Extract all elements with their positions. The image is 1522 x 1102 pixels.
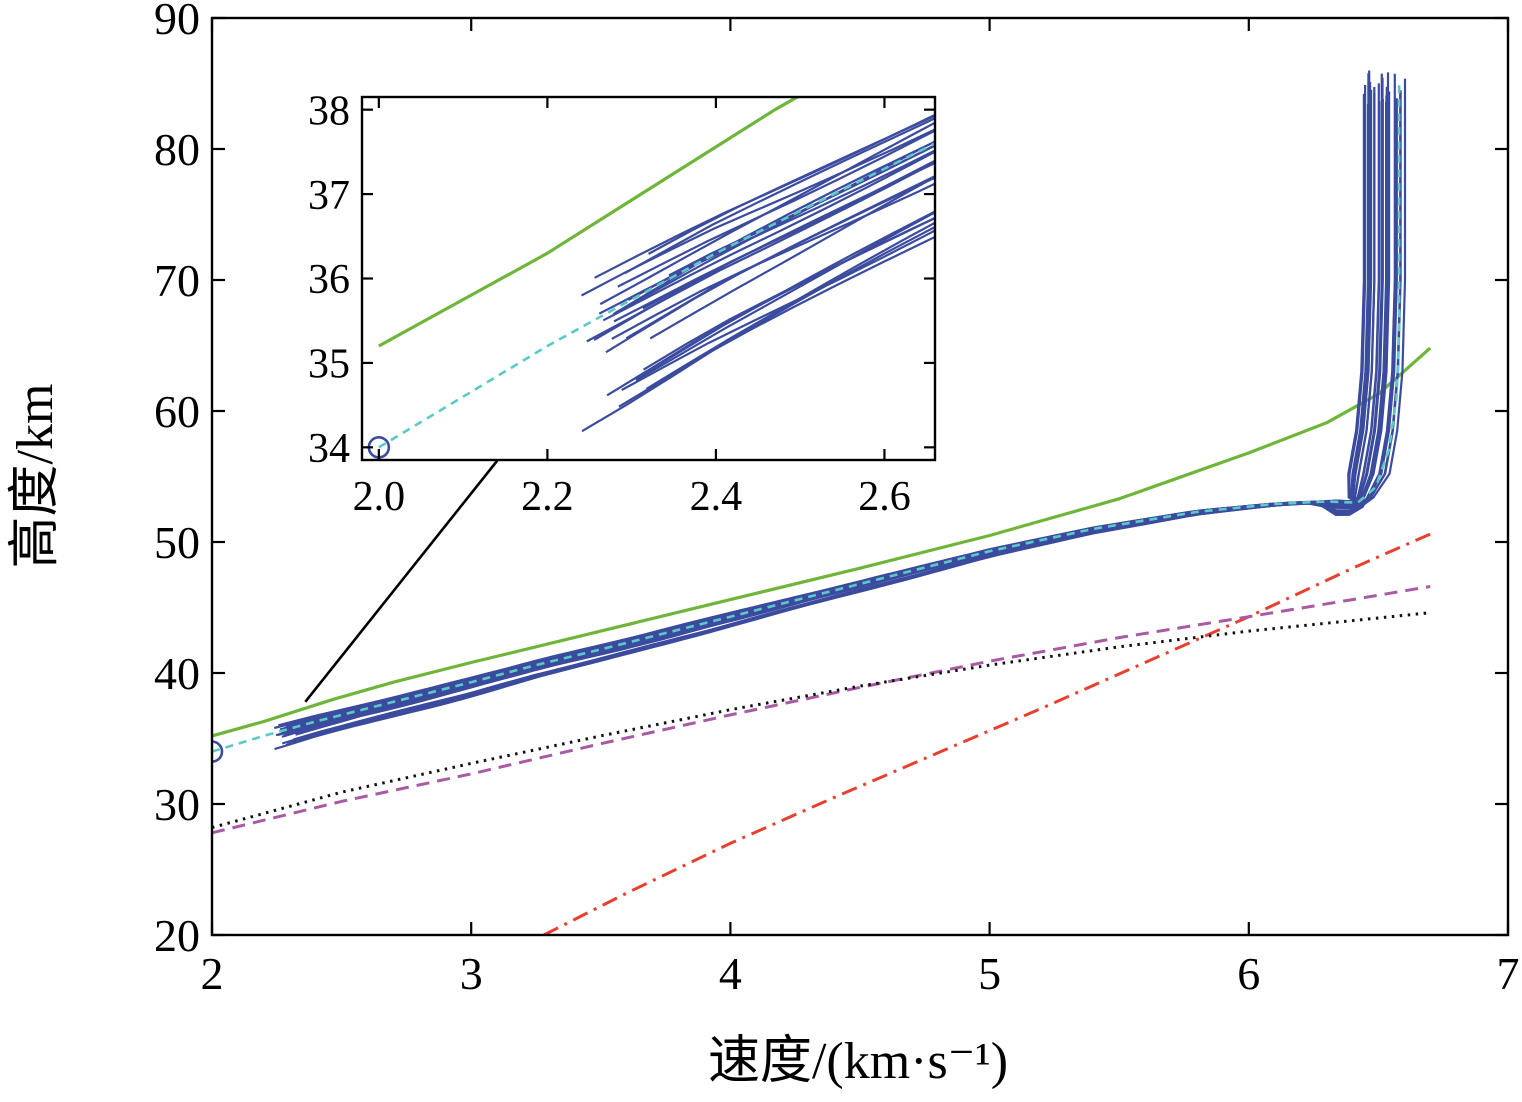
series-green-boundary: [212, 346, 1432, 738]
initial-point-marker: [212, 740, 224, 763]
inset-y-tick-label: 36: [308, 257, 350, 303]
inset-y-tick-label: 34: [308, 426, 350, 472]
inset-y-tick-label: 38: [308, 88, 350, 134]
main-x-tick-label: 3: [460, 948, 483, 999]
main-y-tick-label: 20: [154, 910, 200, 961]
inset-x-tick-label: 2.6: [858, 474, 911, 520]
y-axis-label: 高度/km: [7, 384, 64, 569]
series-purple-dashed: [212, 585, 1431, 835]
main-y-tick-label: 40: [154, 648, 200, 699]
main-axes-box: [210, 16, 1510, 937]
series-red-dashdot: [1457, 0, 1522, 1102]
main-x-tick-label: 4: [719, 948, 742, 999]
x-axis-label: 速度/(km·s⁻¹): [708, 1033, 1008, 1090]
main-x-tick-label: 6: [1237, 948, 1260, 999]
inset-x-tick-label: 2.0: [353, 474, 406, 520]
inset-x-tick-label: 2.4: [690, 474, 743, 520]
series-nominal: [212, 83, 1401, 753]
main-x-tick-label: 7: [1497, 948, 1520, 999]
series-black-dotted: [212, 611, 1431, 830]
main-y-tick-label: 50: [154, 517, 200, 568]
main-plot-series: [212, 70, 1432, 935]
main-x-tick-label: 5: [978, 948, 1001, 999]
main-y-tick-label: 30: [154, 779, 200, 830]
series-red-dashdot: [543, 532, 1431, 935]
main-y-tick-label: 70: [154, 255, 200, 306]
inset-y-tick-label: 37: [308, 173, 350, 219]
inset-y-tick-label: 35: [308, 342, 350, 388]
main-x-tick-label: 2: [201, 948, 224, 999]
main-y-tick-label: 80: [154, 124, 200, 175]
inset-x-tick-label: 2.2: [521, 474, 574, 520]
main-y-tick-label: 90: [154, 0, 200, 44]
main-y-tick-label: 60: [154, 386, 200, 437]
inset-callout-line: [304, 459, 499, 703]
